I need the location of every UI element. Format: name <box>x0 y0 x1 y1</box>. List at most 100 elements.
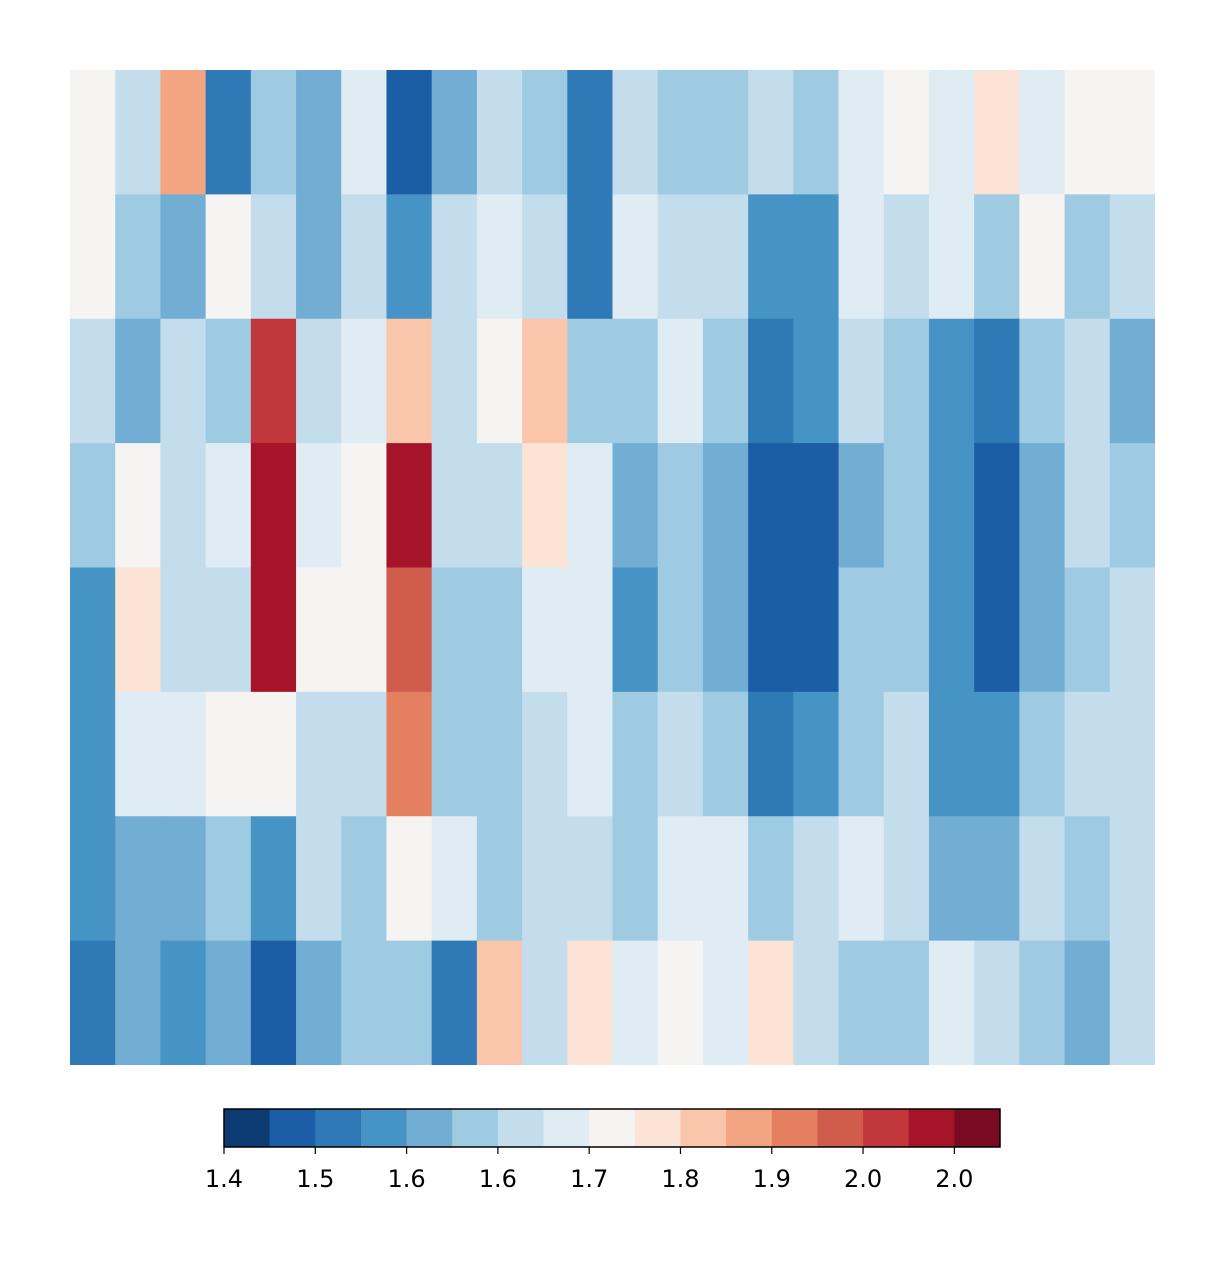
contour-cell <box>522 816 568 942</box>
contour-cell <box>838 691 885 817</box>
contour-cell <box>702 816 749 942</box>
contour-cell <box>341 940 387 1065</box>
contour-cell <box>431 194 478 320</box>
contour-cell <box>115 691 161 817</box>
contour-cell <box>205 940 252 1065</box>
contour-cell <box>1064 816 1111 942</box>
contour-cell <box>928 70 975 195</box>
colorbar-tick-label: 1.7 <box>570 1165 608 1193</box>
colorbar-frame <box>223 1108 1001 1148</box>
contour-cell <box>657 691 704 817</box>
contour-cell <box>250 194 297 320</box>
contour-cell <box>612 691 659 817</box>
contour-cell <box>341 567 387 693</box>
contour-cell <box>748 940 794 1065</box>
contour-cell <box>205 567 252 693</box>
contour-cell <box>974 816 1020 942</box>
contour-cell <box>612 567 659 693</box>
contour-cell <box>386 816 433 942</box>
contour-cell <box>1064 691 1111 817</box>
contour-cell <box>476 691 523 817</box>
colorbar-segment <box>634 1109 681 1147</box>
contour-cell <box>250 567 297 693</box>
contour-cell <box>115 194 161 320</box>
contour-cell <box>115 443 161 568</box>
contour-cell <box>250 318 297 444</box>
contour-cell <box>793 70 840 195</box>
contour-cell <box>1109 816 1155 942</box>
contour-cell <box>974 567 1020 693</box>
contour-cell <box>160 691 207 817</box>
contour-cell <box>657 443 704 568</box>
contour-cell <box>341 194 387 320</box>
contour-cell <box>974 691 1020 817</box>
colorbar-tick-label: 2.0 <box>935 1165 973 1193</box>
contour-cell <box>748 318 794 444</box>
contour-cell <box>702 940 749 1065</box>
contour-cell <box>431 443 478 568</box>
contour-cell <box>1064 70 1111 195</box>
contour-cell <box>838 318 885 444</box>
contour-cell <box>296 940 342 1065</box>
contour-cell <box>205 70 252 195</box>
contour-cell <box>115 318 161 444</box>
contour-cell <box>522 940 568 1065</box>
contour-cell <box>1019 194 1066 320</box>
contour-cell <box>793 318 840 444</box>
contour-cell <box>205 691 252 817</box>
contour-cell <box>793 194 840 320</box>
contour-cell <box>431 816 478 942</box>
contour-cell <box>883 691 930 817</box>
contour-cell <box>115 816 161 942</box>
colorbar-segment <box>315 1109 362 1147</box>
contour-cell <box>160 194 207 320</box>
contour-cell <box>250 70 297 195</box>
contour-cell <box>522 691 568 817</box>
colorbar-segment <box>360 1109 407 1147</box>
colorbar-segment <box>908 1109 955 1147</box>
contour-cell <box>522 70 568 195</box>
contour-cell <box>522 443 568 568</box>
contour-cell <box>567 691 613 817</box>
colorbar-segment <box>497 1109 544 1147</box>
contour-cell <box>476 194 523 320</box>
colorbar-segment <box>817 1109 864 1147</box>
contour-cell <box>1064 194 1111 320</box>
contour-cell <box>748 567 794 693</box>
contour-cell <box>883 940 930 1065</box>
contour-cell <box>1019 443 1066 568</box>
contour-cell <box>657 816 704 942</box>
colorbar-segment <box>954 1109 1001 1147</box>
contour-cell <box>567 194 613 320</box>
contour-cell <box>205 443 252 568</box>
contour-cell <box>386 691 433 817</box>
contour-cell <box>883 567 930 693</box>
contour-cell <box>70 940 116 1065</box>
contour-cell <box>1109 194 1155 320</box>
contour-cell <box>522 318 568 444</box>
contour-cell <box>612 318 659 444</box>
contour-cell <box>928 443 975 568</box>
contour-cell <box>341 816 387 942</box>
contour-cell <box>793 691 840 817</box>
contour-field <box>70 70 1155 1065</box>
colorbar-tick-label: 1.8 <box>661 1165 699 1193</box>
contour-cell <box>431 318 478 444</box>
contour-cell <box>341 70 387 195</box>
colorbar-segment <box>406 1109 453 1147</box>
contour-cell <box>431 567 478 693</box>
contour-cell <box>838 194 885 320</box>
colorbar-segment <box>452 1109 499 1147</box>
contour-cell <box>612 443 659 568</box>
colorbar-segment <box>726 1109 773 1147</box>
colorbar-segment <box>863 1109 910 1147</box>
contour-cell <box>70 443 116 568</box>
contour-cell <box>386 443 433 568</box>
contour-cell <box>974 194 1020 320</box>
contour-cell <box>476 567 523 693</box>
contour-cell <box>702 70 749 195</box>
contour-cell <box>748 443 794 568</box>
contour-cell <box>1064 443 1111 568</box>
contour-cell <box>476 816 523 942</box>
contour-cell <box>567 940 613 1065</box>
